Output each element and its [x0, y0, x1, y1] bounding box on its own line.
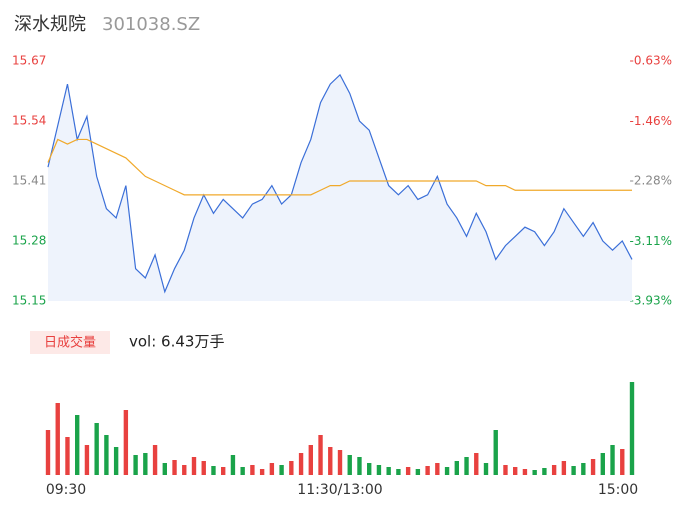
volume-bar — [347, 455, 352, 475]
y-tick-label: 15.15 — [12, 294, 46, 308]
volume-bar — [240, 467, 245, 475]
volume-bar — [75, 415, 80, 475]
volume-bar — [454, 461, 459, 475]
volume-bar — [357, 457, 362, 475]
volume-tag-bg — [30, 331, 110, 354]
volume-bar — [328, 447, 333, 475]
y-tick-label: 15.28 — [12, 234, 46, 248]
volume-bar — [571, 466, 576, 475]
volume-bar — [337, 450, 343, 475]
volume-bar — [55, 403, 60, 475]
volume-bar — [503, 465, 508, 475]
volume-bar — [172, 460, 177, 475]
volume-bar — [45, 430, 51, 475]
volume-bar — [113, 447, 119, 475]
volume-bar — [376, 465, 382, 475]
volume-bar — [269, 463, 275, 475]
volume-bar — [143, 453, 148, 475]
volume-bar — [289, 461, 294, 475]
volume-bar — [474, 453, 479, 475]
y2-tick-label: -1.46% — [630, 114, 672, 128]
volume-bar — [513, 467, 518, 475]
x-tick-label: 11:30/13:00 — [297, 482, 382, 498]
volume-bar — [405, 467, 411, 475]
volume-bar — [259, 469, 265, 475]
series-line — [47, 73, 633, 294]
volume-bar — [629, 382, 635, 475]
volume-bar — [600, 453, 605, 475]
volume-bar — [493, 430, 498, 475]
volume-bar — [551, 465, 557, 475]
volume-tag: 日成交量 — [44, 335, 96, 351]
stock-code: 301038.SZ — [102, 14, 200, 35]
volume-bar — [396, 469, 401, 475]
volume-bar — [279, 465, 284, 475]
y-tick-label: 15.67 — [12, 54, 46, 68]
volume-bar — [308, 445, 313, 475]
series-line — [47, 138, 632, 196]
volume-bar — [94, 423, 99, 475]
volume-bar — [211, 466, 216, 475]
x-tick-label: 15:00 — [598, 482, 638, 498]
volume-bar — [522, 469, 528, 475]
y-tick-label: 15.41 — [12, 174, 46, 188]
volume-bar — [532, 470, 537, 475]
volume-bar — [415, 469, 421, 475]
volume-bar — [84, 445, 90, 475]
volume-bar — [123, 410, 129, 475]
volume-total: vol: 6.43万手 — [129, 333, 224, 351]
y2-tick-label: -0.63% — [630, 54, 672, 68]
volume-bar — [298, 453, 304, 475]
volume-bar — [444, 467, 450, 475]
y2-tick-label: -3.93% — [630, 294, 672, 308]
volume-bar — [620, 449, 625, 475]
volume-bar — [590, 459, 596, 475]
volume-bar — [464, 457, 469, 475]
volume-bar — [610, 445, 615, 475]
y-tick-label: 15.54 — [12, 114, 46, 128]
volume-bar — [367, 463, 372, 475]
volume-bar — [250, 465, 255, 475]
price-area — [48, 74, 632, 301]
volume-bar — [542, 468, 547, 475]
volume-bar — [182, 465, 187, 475]
volume-bar — [425, 466, 430, 475]
volume-bar — [221, 467, 226, 475]
volume-bar — [133, 455, 138, 475]
volume-bar — [162, 463, 167, 475]
volume-bar — [65, 437, 70, 475]
volume-bar — [230, 455, 236, 475]
volume-bar — [152, 445, 158, 475]
volume-bar — [104, 435, 109, 475]
stock-name: 深水规院 — [14, 14, 86, 35]
volume-bar — [581, 463, 586, 475]
volume-bar — [561, 461, 567, 475]
volume-bar — [435, 463, 440, 475]
volume-bar — [201, 461, 206, 475]
volume-bar — [318, 435, 323, 475]
y2-tick-label: -2.28% — [630, 174, 672, 188]
volume-bar — [191, 457, 197, 475]
volume-bar — [386, 467, 391, 475]
volume-bar — [483, 463, 489, 475]
x-tick-label: 09:30 — [46, 482, 86, 498]
y2-tick-label: -3.11% — [630, 234, 672, 248]
